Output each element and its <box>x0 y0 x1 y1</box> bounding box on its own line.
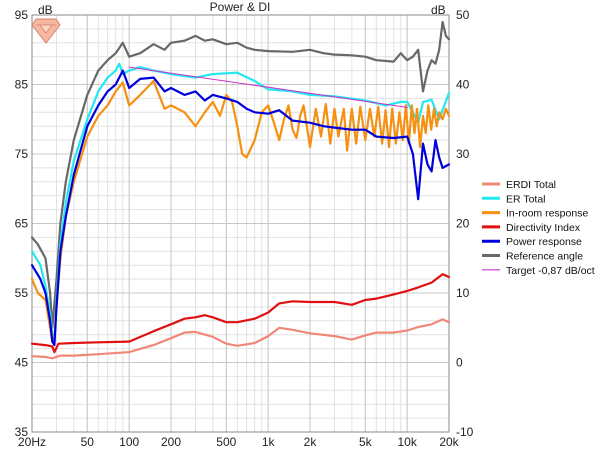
left-y-tick-label: 35 <box>15 425 29 439</box>
right-y-tick-label: 50 <box>456 8 470 22</box>
left-y-tick-label: 55 <box>15 286 29 300</box>
right-y-tick-label: 40 <box>456 78 470 92</box>
x-tick-label: 200 <box>161 435 181 449</box>
left-y-tick-label: 95 <box>15 8 29 22</box>
right-axis-ticks: -10 0 10 20 30 40 50 <box>456 8 474 439</box>
legend-label: Target -0,87 dB/oct <box>506 265 595 277</box>
x-tick-label: 20Hz <box>18 435 46 449</box>
x-tick-label: 50 <box>81 435 95 449</box>
brand-logo-icon <box>31 18 61 44</box>
left-y-tick-label: 45 <box>15 356 29 370</box>
x-tick-label: 1k <box>262 435 276 449</box>
legend-label: Directivity Index <box>506 222 581 234</box>
legend: ERDI Total ER Total In-room response Direct… <box>482 179 595 277</box>
x-tick-label: 2k <box>304 435 318 449</box>
chart-title: Power & DI <box>210 0 271 14</box>
x-tick-label: 100 <box>119 435 139 449</box>
right-y-tick-label: 30 <box>456 147 470 161</box>
x-tick-label: 500 <box>216 435 236 449</box>
series-line-target-0-87-db-oct <box>128 66 408 108</box>
right-y-tick-label: 20 <box>456 217 470 231</box>
series-line-erdi-total <box>30 318 451 360</box>
series-line-power-response <box>30 69 451 347</box>
left-y-tick-label: 65 <box>15 217 29 231</box>
left-y-tick-label: 85 <box>15 78 29 92</box>
plot-frame <box>31 14 450 433</box>
x-tick-label: 5k <box>359 435 373 449</box>
left-y-tick-label: 75 <box>15 147 29 161</box>
right-y-tick-label: -10 <box>456 425 474 439</box>
legend-label: In-room response <box>506 208 588 220</box>
right-y-tick-label: 10 <box>456 286 470 300</box>
legend-label: Reference angle <box>506 251 583 263</box>
series-line-reference-angle <box>30 20 451 329</box>
x-tick-label: 10k <box>397 435 417 449</box>
left-axis-unit: dB <box>38 3 53 17</box>
right-y-tick-label: 0 <box>456 356 463 370</box>
legend-label: ERDI Total <box>506 179 556 191</box>
left-axis-ticks: 35 45 55 65 75 85 95 <box>15 8 29 439</box>
series-line-in-room-response <box>30 79 451 343</box>
legend-label: ER Total <box>506 193 546 205</box>
x-tick-label: 20k <box>439 435 459 449</box>
legend-label: Power response <box>506 236 582 248</box>
series-line-directivity-index <box>30 273 451 354</box>
right-axis-unit: dB <box>431 3 446 17</box>
series-layer <box>30 20 451 360</box>
x-axis-ticks: 20Hz 50 100 200 500 1k 2k 5k 10k 20k <box>18 435 460 449</box>
